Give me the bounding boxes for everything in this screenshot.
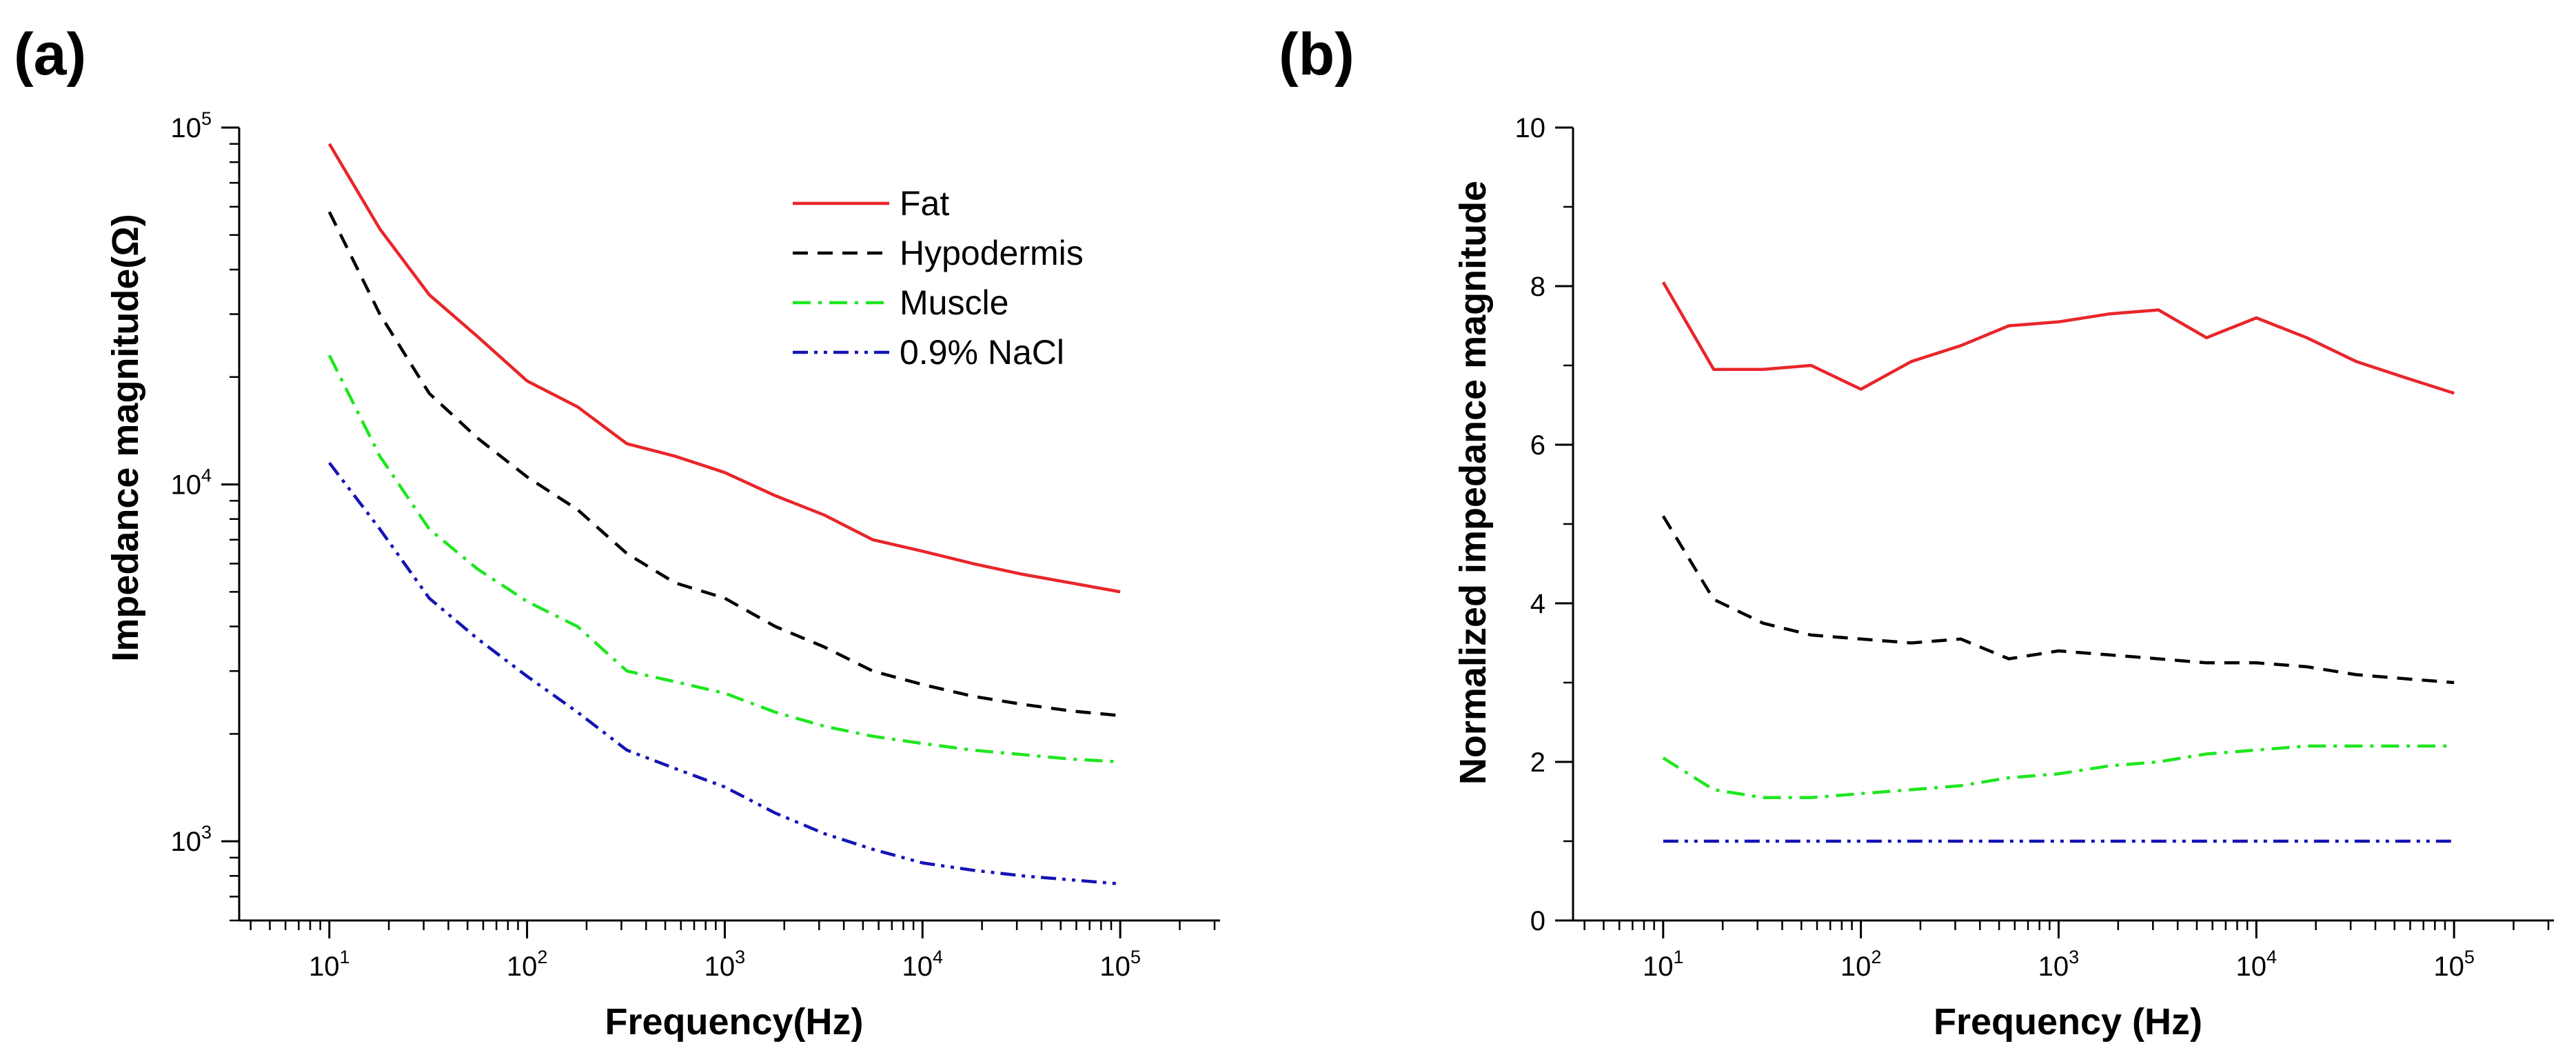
panel-a-x-tick-label: 102 <box>507 947 548 982</box>
tick-exponent: 5 <box>1130 947 1141 967</box>
panel-b-series-line-3 <box>1662 744 2455 800</box>
tick-base: 10 <box>1099 952 1130 982</box>
panel-b-y-tick-label: 2 <box>1530 747 1545 778</box>
panel-a-x-tick-label: 101 <box>309 947 350 982</box>
panel-b-x-tick-label: 101 <box>1643 947 1684 982</box>
tick-exponent: 4 <box>201 465 212 486</box>
tick-base: 10 <box>170 827 201 857</box>
legend-label-1: Fat <box>900 184 949 223</box>
legend-label-2: Hypodermis <box>900 234 1084 272</box>
panel-b-y-tick-label: 4 <box>1530 589 1545 619</box>
tick-base: 10 <box>170 113 201 143</box>
panel-b-x-tick-label: 103 <box>2038 947 2080 982</box>
tick-base: 10 <box>309 952 340 982</box>
tick-base: 10 <box>2038 952 2069 982</box>
panel-b-y-tick-label: 6 <box>1530 430 1545 461</box>
tick-exponent: 2 <box>537 947 547 967</box>
tick-exponent: 2 <box>1871 947 1881 967</box>
panel-a-series-line-1 <box>327 143 1121 594</box>
panel-a-series-line-3 <box>327 354 1121 764</box>
tick-exponent: 4 <box>2266 947 2277 967</box>
panel-a-legend: Fat Hypodermis Muscle 0.9% NaCl <box>793 184 1084 372</box>
panel-b-y-tick-label: 8 <box>1530 272 1545 302</box>
panel-a-y-tick-label: 104 <box>170 465 212 501</box>
panel-b-y-axis-title: Normalized impedance magnitude <box>1452 181 1494 785</box>
tick-exponent: 5 <box>201 108 212 129</box>
panel-a-label: (a) <box>14 21 86 88</box>
panel-b-x-tick-label: 105 <box>2433 947 2475 982</box>
panel-a-series-line-4 <box>328 461 1121 886</box>
panel-a-series-line-2 <box>327 211 1121 718</box>
tick-exponent: 5 <box>2464 947 2475 967</box>
panel-b-x-tick-label: 104 <box>2236 947 2278 982</box>
tick-base: 10 <box>704 952 736 982</box>
panel-b-x-tick-label: 102 <box>1840 947 1882 982</box>
panel-a-x-tick-label: 103 <box>704 947 746 982</box>
legend-label-4: 0.9% NaCl <box>900 333 1064 372</box>
tick-exponent: 3 <box>2069 947 2079 967</box>
panel-b-series-line-2 <box>1661 515 2455 685</box>
panel-b-label: (b) <box>1279 21 1355 88</box>
tick-base: 10 <box>2433 952 2464 982</box>
tick-exponent: 3 <box>201 822 212 843</box>
panel-a-x-axis-title: Frequency(Hz) <box>605 1001 863 1043</box>
panel-a-y-tick-label: 103 <box>170 822 212 857</box>
tick-base: 10 <box>1840 952 1872 982</box>
panel-b-y-tick-label: 10 <box>1515 113 1546 143</box>
panel-a-series <box>327 143 1121 886</box>
tick-exponent: 3 <box>735 947 745 967</box>
tick-base: 10 <box>1643 952 1674 982</box>
panel-a-x-tick-label: 104 <box>902 947 944 982</box>
panel-b-series-line-1 <box>1661 281 2455 395</box>
panel-b-y-tick-label: 0 <box>1530 906 1545 936</box>
panel-b-series <box>1661 281 2455 843</box>
panel-a-y-axis-title: Impedance magnitude(Ω) <box>105 214 146 661</box>
panel-a-x-tick-label: 105 <box>1099 947 1141 982</box>
tick-base: 10 <box>902 952 933 982</box>
panel-b-x-axis-title: Frequency (Hz) <box>1934 1001 2202 1043</box>
legend-label-3: Muscle <box>900 283 1008 322</box>
tick-exponent: 1 <box>340 947 350 967</box>
panel-a-y-tick-label: 105 <box>170 108 212 143</box>
tick-base: 10 <box>170 470 201 501</box>
tick-exponent: 4 <box>933 947 943 967</box>
tick-base: 10 <box>2236 952 2267 982</box>
tick-exponent: 1 <box>1674 947 1684 967</box>
tick-base: 10 <box>507 952 538 982</box>
